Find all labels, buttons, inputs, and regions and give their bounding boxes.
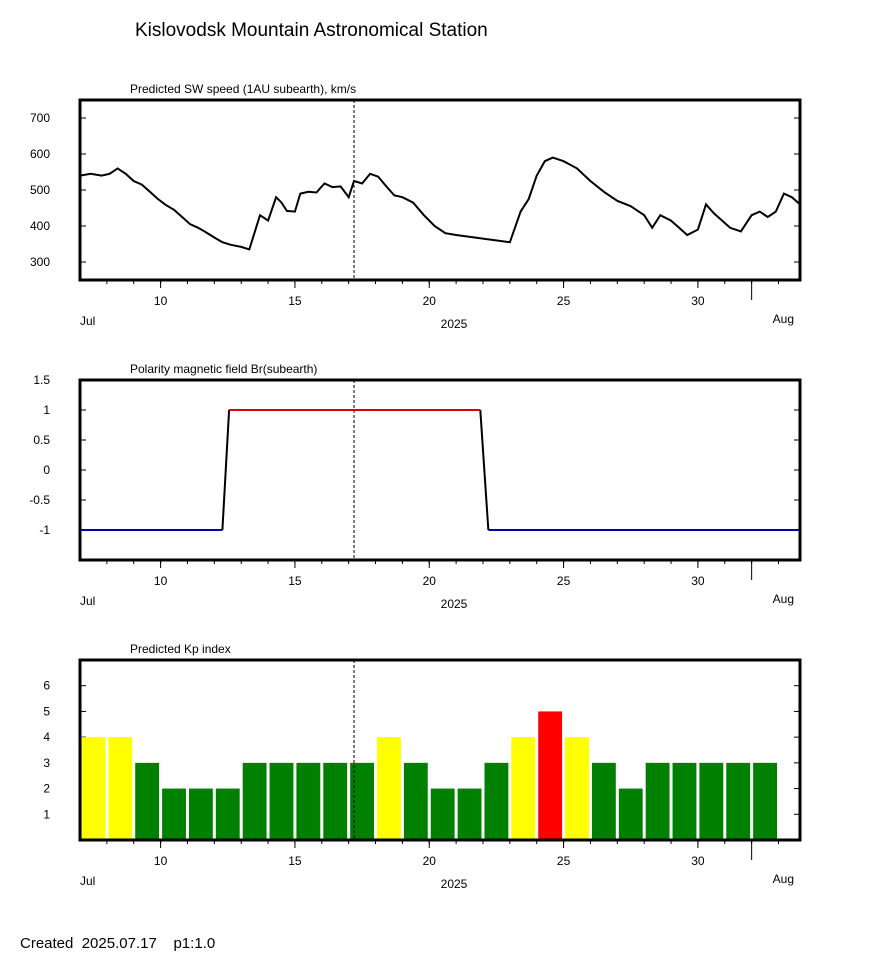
y-tick-label: 1 <box>43 403 50 417</box>
kp-bar <box>591 762 616 840</box>
x-axis-year-label: 2025 <box>441 877 468 891</box>
kp-bar <box>753 762 778 840</box>
kp-bar <box>162 788 186 840</box>
kp-bar <box>403 762 428 840</box>
y-tick-label: 4 <box>43 730 50 744</box>
kp-bar <box>484 762 509 840</box>
y-tick-label: 300 <box>30 255 50 269</box>
y-tick-label: 1 <box>43 807 50 821</box>
x-tick-label: 10 <box>154 854 168 868</box>
y-tick-label: -1 <box>39 523 50 537</box>
x-tick-label: 20 <box>423 854 437 868</box>
chart-title-2: Polarity magnetic field Br(subearth) <box>130 362 317 376</box>
kp-bar <box>323 762 348 840</box>
kp-bar <box>618 788 643 840</box>
x-tick-label: 10 <box>154 294 168 308</box>
polarity-segment <box>221 409 231 531</box>
kp-bar <box>565 737 589 840</box>
kp-bar <box>457 788 482 840</box>
kp-bar <box>135 762 160 840</box>
kp-bar <box>377 737 401 840</box>
created-footer: Created 2025.07.17 p1:1.0 <box>20 935 215 952</box>
x-month-label-jul: Jul <box>80 594 95 608</box>
x-tick-label: 15 <box>288 294 302 308</box>
kp-bar <box>108 737 133 840</box>
y-tick-label: 400 <box>30 219 50 233</box>
kp-bar <box>81 737 106 840</box>
x-month-label-aug: Aug <box>773 872 794 886</box>
kp-bar <box>269 762 294 840</box>
y-tick-label: 600 <box>30 147 50 161</box>
plot-frame <box>78 98 802 282</box>
chart-title-3: Predicted Kp index <box>130 642 231 656</box>
y-tick-label: 700 <box>30 111 50 125</box>
x-month-label-jul: Jul <box>80 874 95 888</box>
x-tick-label: 15 <box>288 574 302 588</box>
x-tick-label: 30 <box>691 574 705 588</box>
y-tick-label: 0 <box>43 463 50 477</box>
y-tick-label: 6 <box>43 679 50 693</box>
kp-bar <box>645 762 670 840</box>
y-tick-label: 1.5 <box>33 373 50 387</box>
kp-bar <box>538 711 563 840</box>
page-title: Kislovodsk Mountain Astronomical Station <box>135 20 488 41</box>
kp-bar <box>296 762 321 840</box>
created-date: 2025.07.17 <box>81 935 157 952</box>
x-month-label-aug: Aug <box>773 592 794 606</box>
y-tick-label: 5 <box>43 704 50 718</box>
x-tick-label: 10 <box>154 574 168 588</box>
x-tick-label: 25 <box>557 854 571 868</box>
sw-speed-line <box>79 156 801 251</box>
x-month-label-jul: Jul <box>80 314 95 328</box>
kp-bar <box>350 762 375 840</box>
kp-bar <box>672 762 697 840</box>
kp-bar <box>699 762 724 840</box>
kp-bar <box>242 762 267 840</box>
x-axis-year-label: 2025 <box>441 317 468 331</box>
y-tick-label: -0.5 <box>29 493 50 507</box>
plot-frame <box>78 658 802 842</box>
created-label: Created <box>20 935 74 952</box>
x-tick-label: 30 <box>691 294 705 308</box>
x-tick-label: 15 <box>288 854 302 868</box>
x-tick-label: 20 <box>423 294 437 308</box>
kp-bar <box>511 737 536 840</box>
x-tick-label: 25 <box>557 294 571 308</box>
kp-bar <box>430 788 455 840</box>
polarity-segment <box>479 409 490 531</box>
y-tick-label: 3 <box>43 756 50 770</box>
kp-bar <box>188 788 213 840</box>
x-tick-label: 30 <box>691 854 705 868</box>
x-tick-label: 20 <box>423 574 437 588</box>
y-tick-label: 0.5 <box>33 433 50 447</box>
y-tick-label: 500 <box>30 183 50 197</box>
x-axis-year-label: 2025 <box>441 597 468 611</box>
x-tick-label: 25 <box>557 574 571 588</box>
y-tick-label: 2 <box>43 782 50 796</box>
page-indicator: p1:1.0 <box>173 935 216 952</box>
plot-frame <box>78 378 802 562</box>
kp-bar <box>726 762 751 840</box>
chart-title-1: Predicted SW speed (1AU subearth), km/s <box>130 82 356 96</box>
x-month-label-aug: Aug <box>773 312 794 326</box>
kp-bar <box>215 788 240 840</box>
